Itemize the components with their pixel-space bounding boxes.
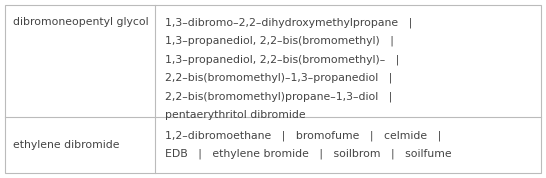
Text: 1,2–dibromoethane   |   bromofume   |   celmide   |: 1,2–dibromoethane | bromofume | celmide … xyxy=(165,130,441,141)
Text: ethylene dibromide: ethylene dibromide xyxy=(13,140,120,150)
Text: 2,2–bis(bromomethyl)propane–1,3–diol   |: 2,2–bis(bromomethyl)propane–1,3–diol | xyxy=(165,91,393,101)
Text: dibromoneopentyl glycol: dibromoneopentyl glycol xyxy=(13,17,149,27)
Text: 1,3–propanediol, 2,2–bis(bromomethyl)–   |: 1,3–propanediol, 2,2–bis(bromomethyl)– | xyxy=(165,54,400,64)
Text: 2,2–bis(bromomethyl)–1,3–propanediol   |: 2,2–bis(bromomethyl)–1,3–propanediol | xyxy=(165,72,393,83)
Text: 1,3–dibromo–2,2–dihydroxymethylpropane   |: 1,3–dibromo–2,2–dihydroxymethylpropane | xyxy=(165,17,412,27)
Text: pentaerythritol dibromide: pentaerythritol dibromide xyxy=(165,109,306,119)
Text: EDB   |   ethylene bromide   |   soilbrom   |   soilfume: EDB | ethylene bromide | soilbrom | soil… xyxy=(165,149,452,159)
Text: 1,3–propanediol, 2,2–bis(bromomethyl)   |: 1,3–propanediol, 2,2–bis(bromomethyl) | xyxy=(165,35,394,46)
